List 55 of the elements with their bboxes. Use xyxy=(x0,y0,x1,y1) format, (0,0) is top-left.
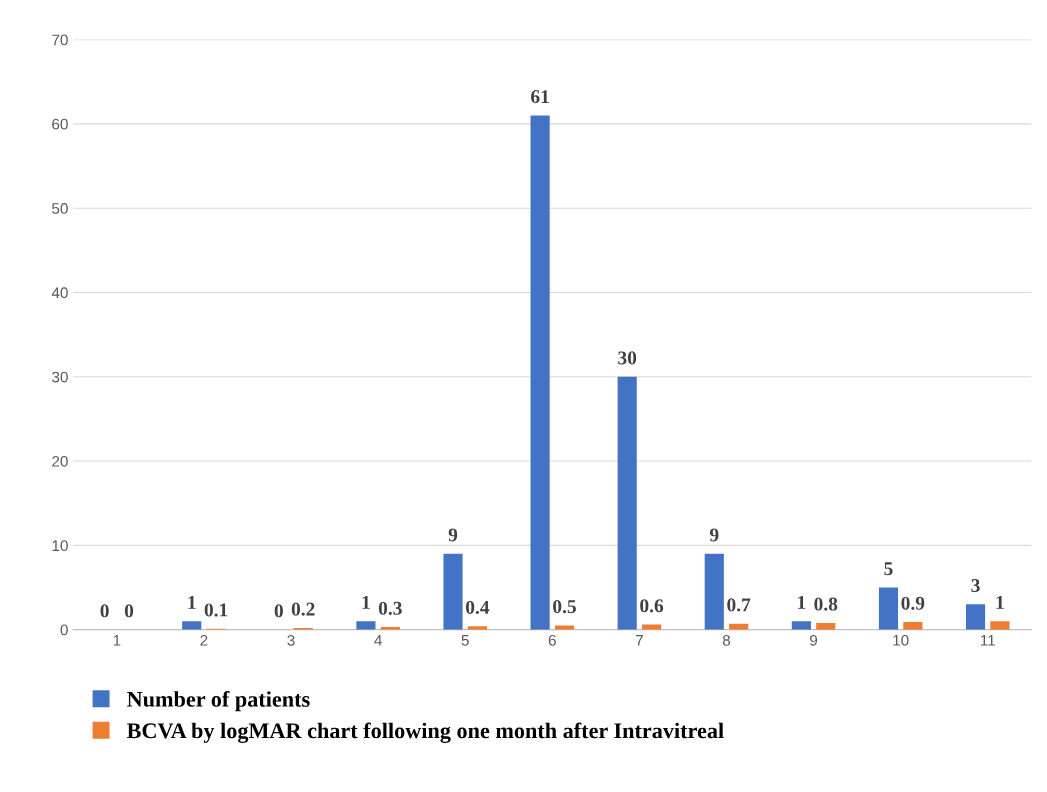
x-tick-label: 11 xyxy=(980,635,995,646)
x-tick-label: 10 xyxy=(893,634,909,646)
y-tick-label: 50 xyxy=(52,203,68,214)
data-label: 0.4 xyxy=(465,600,490,615)
data-label: 0 xyxy=(274,604,283,618)
data-label: 0 xyxy=(124,604,134,618)
bar xyxy=(554,625,575,630)
x-tick-label: 6 xyxy=(548,634,556,646)
data-label: 1 xyxy=(996,595,1004,609)
bar xyxy=(617,376,637,630)
data-label: 1 xyxy=(188,595,196,609)
data-label: 5 xyxy=(884,562,893,576)
bar xyxy=(182,621,202,630)
data-label: 0.2 xyxy=(291,602,315,616)
bar xyxy=(704,553,724,630)
data-label: 61 xyxy=(531,90,549,104)
y-tick-label: 30 xyxy=(52,371,68,383)
data-label: 0.8 xyxy=(814,597,838,611)
data-label: 0.6 xyxy=(640,599,664,613)
x-tick-label: 1 xyxy=(113,635,121,646)
y-tick-label: 0 xyxy=(60,624,68,636)
x-tick-label: 7 xyxy=(635,635,643,646)
data-label: 3 xyxy=(971,579,980,593)
data-label: 1 xyxy=(362,595,370,609)
legend-label: BCVA by logMAR chart following one month after Intravitreal xyxy=(126,722,724,743)
x-tick-label: 8 xyxy=(722,634,731,646)
data-label: 9 xyxy=(709,528,719,542)
bar xyxy=(443,553,463,630)
y-tick-label: 40 xyxy=(51,287,68,299)
bar xyxy=(903,622,923,630)
y-tick-label: 60 xyxy=(52,118,68,130)
x-tick-label: 3 xyxy=(287,634,295,646)
bar xyxy=(965,604,986,630)
x-tick-label: 9 xyxy=(810,634,818,646)
legend-label: Number of patients xyxy=(127,690,310,712)
data-label: 0.3 xyxy=(378,601,402,615)
bar xyxy=(791,621,811,630)
data-label: 0.7 xyxy=(727,598,751,612)
bar xyxy=(878,587,899,630)
bar xyxy=(990,621,1010,630)
data-label: 0.9 xyxy=(901,596,925,610)
data-label: 0 xyxy=(100,604,109,618)
y-tick-label: 20 xyxy=(52,455,68,467)
x-tick-label: 4 xyxy=(374,635,382,646)
bar xyxy=(530,115,550,630)
data-label: 0.1 xyxy=(204,603,228,617)
data-label: 9 xyxy=(448,528,458,542)
y-tick-label: 70 xyxy=(52,34,68,46)
y-tick-label: 10 xyxy=(52,540,68,552)
x-tick-label: 2 xyxy=(200,634,208,646)
data-label: 0.5 xyxy=(553,600,576,614)
x-tick-label: 5 xyxy=(461,635,469,646)
data-label: 1 xyxy=(798,595,806,609)
data-label: 30 xyxy=(618,351,637,365)
bar xyxy=(356,621,376,630)
